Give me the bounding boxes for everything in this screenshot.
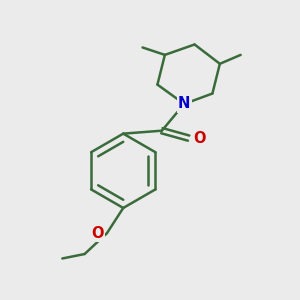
Text: O: O [92,226,104,241]
Text: N: N [178,96,190,111]
Text: O: O [193,130,206,146]
